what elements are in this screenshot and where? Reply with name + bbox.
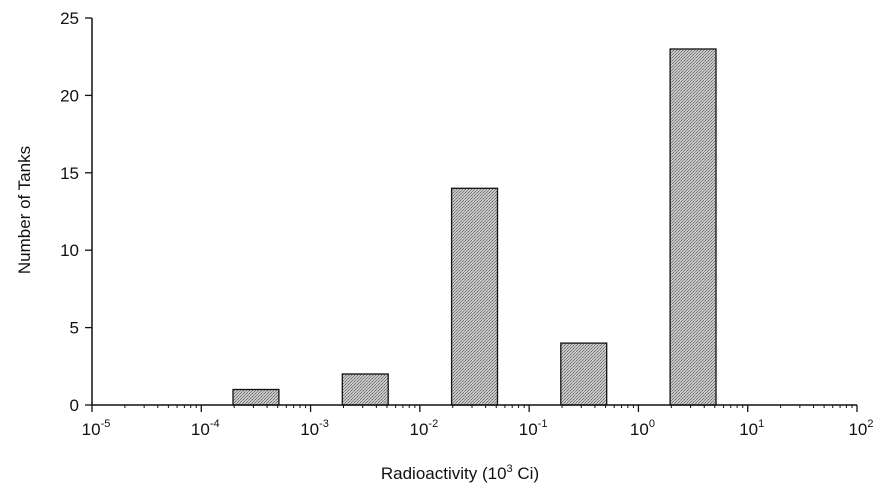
x-axis-title: Radioactivity (103 Ci) bbox=[381, 463, 539, 483]
y-tick-label: 5 bbox=[70, 319, 79, 338]
bar-2 bbox=[341, 373, 389, 406]
bars-group bbox=[232, 48, 717, 406]
x-tick-label: 101 bbox=[739, 418, 764, 439]
bar-5 bbox=[669, 48, 717, 406]
bar-1 bbox=[232, 388, 280, 406]
x-tick-label: 102 bbox=[848, 418, 873, 439]
axes-group bbox=[91, 18, 857, 406]
y-tick-label: 15 bbox=[60, 164, 79, 183]
bar-3 bbox=[450, 187, 499, 406]
y-ticks-group: 0 5 10 15 20 25 bbox=[60, 9, 92, 415]
y-tick-label: 10 bbox=[60, 241, 79, 260]
x-tick-label: 10-2 bbox=[410, 418, 439, 439]
x-tick-label: 100 bbox=[630, 418, 655, 439]
y-axis-title: Number of Tanks bbox=[15, 146, 34, 274]
x-tick-label: 10-4 bbox=[191, 418, 220, 439]
x-ticks-group: 10-5 10-4 10-3 10-2 10-1 100 101 102 bbox=[82, 405, 874, 439]
y-tick-label: 25 bbox=[60, 9, 79, 28]
x-tick-label: 10-1 bbox=[519, 418, 548, 439]
bar-4 bbox=[560, 342, 608, 406]
x-tick-label: 10-5 bbox=[82, 418, 111, 439]
y-tick-label: 20 bbox=[60, 86, 79, 105]
y-tick-label: 0 bbox=[70, 396, 79, 415]
x-tick-label: 10-3 bbox=[300, 418, 329, 439]
